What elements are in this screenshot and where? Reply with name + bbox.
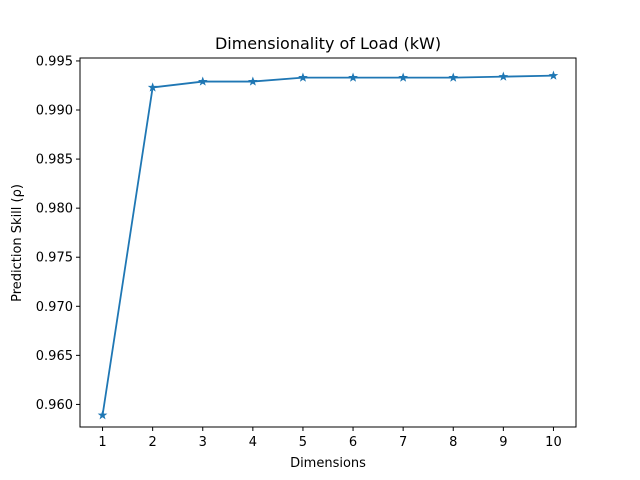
y-tick-label: 0.970 [36, 300, 73, 315]
x-tick-label: 5 [299, 435, 307, 450]
data-point-marker [448, 72, 459, 82]
y-tick-label: 0.975 [36, 251, 73, 266]
y-tick-label: 0.990 [36, 104, 73, 119]
plot-frame [79, 57, 577, 428]
x-tick-label: 8 [449, 435, 457, 450]
y-tick-label: 0.985 [36, 153, 73, 168]
data-point-marker [348, 72, 358, 82]
x-tick-label: 3 [199, 435, 207, 450]
x-tick-label: 2 [149, 435, 157, 450]
x-tick-label: 10 [545, 435, 562, 450]
y-tick-label: 0.980 [36, 202, 73, 217]
data-point-marker [498, 71, 509, 81]
data-point-marker [147, 82, 158, 92]
series-line [101, 74, 554, 416]
y-axis-label: Prediction Skill (ρ) [10, 184, 25, 302]
chart-title: Dimensionality of Load (kW) [215, 34, 441, 53]
x-axis-label: Dimensions [290, 456, 366, 471]
data-point-marker [398, 72, 409, 82]
data-point-marker [548, 70, 559, 80]
data-point-marker [97, 410, 108, 420]
y-tick-label: 0.960 [36, 398, 73, 413]
data-point-marker [197, 76, 208, 86]
x-tick-label: 7 [399, 435, 407, 450]
x-tick-label: 4 [249, 435, 257, 450]
y-tick-label: 0.995 [36, 54, 73, 69]
x-tick-label: 9 [499, 435, 507, 450]
x-tick-label: 6 [349, 435, 357, 450]
data-point-marker [298, 72, 308, 82]
x-tick-label: 1 [98, 435, 106, 450]
data-point-marker [247, 76, 258, 86]
plot-area: 1 2 3 4 5 6 7 8 9 10 0.960 0.965 0.970 0.975 0.980 0.98… [36, 54, 577, 450]
y-tick-label: 0.965 [36, 349, 73, 364]
